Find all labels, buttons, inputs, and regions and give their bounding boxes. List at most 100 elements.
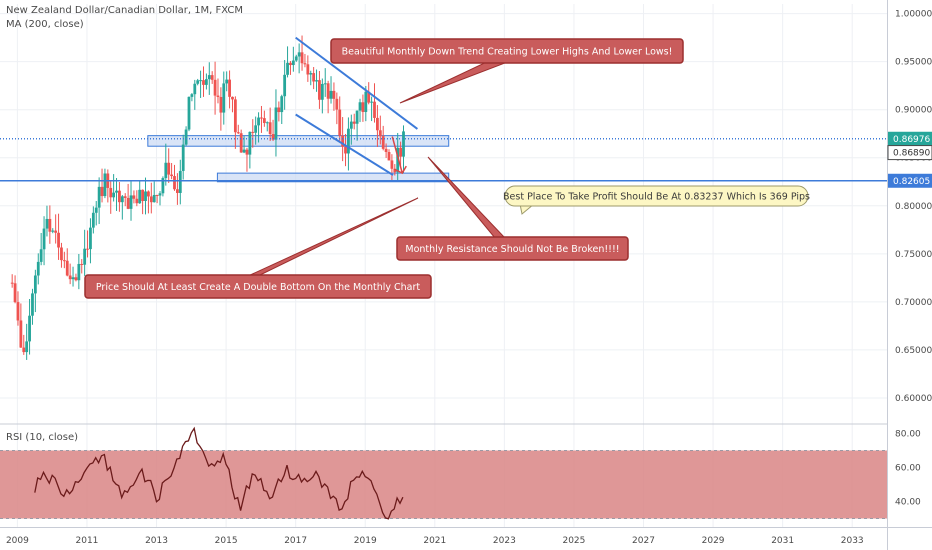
price-tick-label: 0.75000	[895, 250, 932, 260]
annotation-1: Beautiful Monthly Down Trend Creating Lo…	[330, 38, 684, 64]
indicator-label: MA (200, close)	[6, 19, 84, 30]
candle-body	[103, 173, 107, 197]
candle-body	[115, 190, 118, 193]
time-tick-label: 2027	[632, 536, 655, 546]
candle-body	[10, 282, 14, 284]
time-tick-label: 2013	[145, 536, 168, 546]
candle-body	[129, 195, 133, 209]
candle-body	[135, 198, 139, 204]
candle-body	[309, 73, 313, 75]
candle-body	[118, 190, 121, 203]
candle-body	[80, 263, 84, 265]
candle-body	[187, 96, 191, 130]
candle-body	[289, 62, 292, 66]
candle-body	[51, 230, 55, 232]
candle-body	[268, 122, 272, 135]
annotation-3: Monthly Resistance Should Not Be Broken!…	[396, 236, 629, 261]
candle-body	[393, 168, 397, 173]
candle-body	[358, 102, 362, 111]
candle-body	[332, 90, 336, 99]
price-tick-label: 0.65000	[895, 346, 932, 356]
candle-body	[248, 131, 252, 155]
candle-body	[16, 302, 20, 321]
candle-body	[164, 162, 168, 179]
note-box	[504, 185, 809, 207]
callout-box	[84, 274, 432, 299]
callout-pointer	[427, 156, 507, 239]
candle-body	[225, 79, 229, 84]
candle-body	[68, 275, 72, 280]
candlestick-series	[10, 35, 405, 360]
candle-body	[100, 186, 104, 197]
candle-body	[312, 73, 316, 82]
price-tag-label: 0.86890	[893, 149, 930, 159]
callout-box	[330, 38, 684, 64]
price-tag-label: 0.86976	[893, 135, 930, 145]
time-tick-label: 2025	[562, 536, 585, 546]
time-tick-label: 2023	[493, 536, 516, 546]
callout-pointer	[399, 57, 507, 104]
candle-body	[274, 107, 278, 140]
horizontal-levels	[0, 138, 887, 182]
price-tick-label: 0.95000	[895, 58, 932, 68]
rsi-tick-label: 80.00	[895, 430, 921, 440]
candle-body	[233, 99, 237, 133]
candle-body	[112, 192, 116, 198]
candle-body	[167, 162, 171, 175]
price-tick-label: 1.00000	[895, 10, 932, 20]
candle-body	[280, 96, 284, 113]
time-tick-label: 2021	[423, 536, 446, 546]
candle-body	[318, 80, 321, 100]
candle-body	[320, 83, 324, 100]
candle-body	[13, 283, 17, 303]
candle-body	[384, 148, 388, 152]
candle-body	[141, 189, 145, 201]
candle-body	[193, 83, 197, 95]
candle-body	[147, 191, 150, 197]
candle-body	[152, 194, 156, 203]
annotation-text: Monthly Resistance Should Not Be Broken!…	[405, 244, 619, 255]
candle-body	[178, 170, 182, 193]
trend-line	[295, 36, 419, 130]
candle-body	[338, 109, 342, 136]
candle-body	[335, 98, 339, 110]
candle-body	[19, 320, 23, 348]
candle-body	[399, 147, 402, 157]
candle-body	[65, 260, 69, 276]
time-tick-label: 2029	[702, 536, 725, 546]
candle-body	[326, 83, 330, 99]
candle-body	[277, 107, 281, 113]
price-zone	[216, 172, 450, 183]
candle-body	[89, 227, 92, 250]
price-axis-bg	[887, 0, 932, 550]
candle-body	[60, 247, 63, 261]
candle-body	[390, 160, 394, 169]
candle-body	[54, 230, 58, 233]
candle-body	[173, 176, 176, 190]
price-tags: 0.86976 0.86890 0.82605	[887, 131, 932, 188]
price-tick-label: 0.70000	[895, 298, 932, 308]
candle-body	[74, 277, 78, 281]
candle-body	[260, 117, 263, 119]
trend-lines	[295, 36, 419, 176]
candle-body	[207, 75, 211, 80]
candle-body	[402, 131, 405, 157]
candle-body	[126, 197, 130, 209]
candle-body	[349, 121, 353, 129]
candle-body	[283, 74, 287, 97]
candle-body	[231, 96, 234, 100]
annotations: Beautiful Monthly Down Trend Creating Lo…	[84, 38, 810, 299]
candle-body	[83, 248, 87, 265]
candle-body	[271, 134, 275, 140]
annotation-2: Best Place To Take Profit Should Be At 0…	[503, 185, 810, 215]
candle-body	[262, 118, 266, 123]
candle-body	[364, 91, 368, 112]
candle-body	[222, 83, 226, 113]
candle-body	[213, 79, 217, 96]
candle-body	[373, 101, 376, 118]
candle-body	[120, 196, 124, 203]
candle-body	[239, 133, 243, 153]
candle-body	[361, 102, 365, 112]
